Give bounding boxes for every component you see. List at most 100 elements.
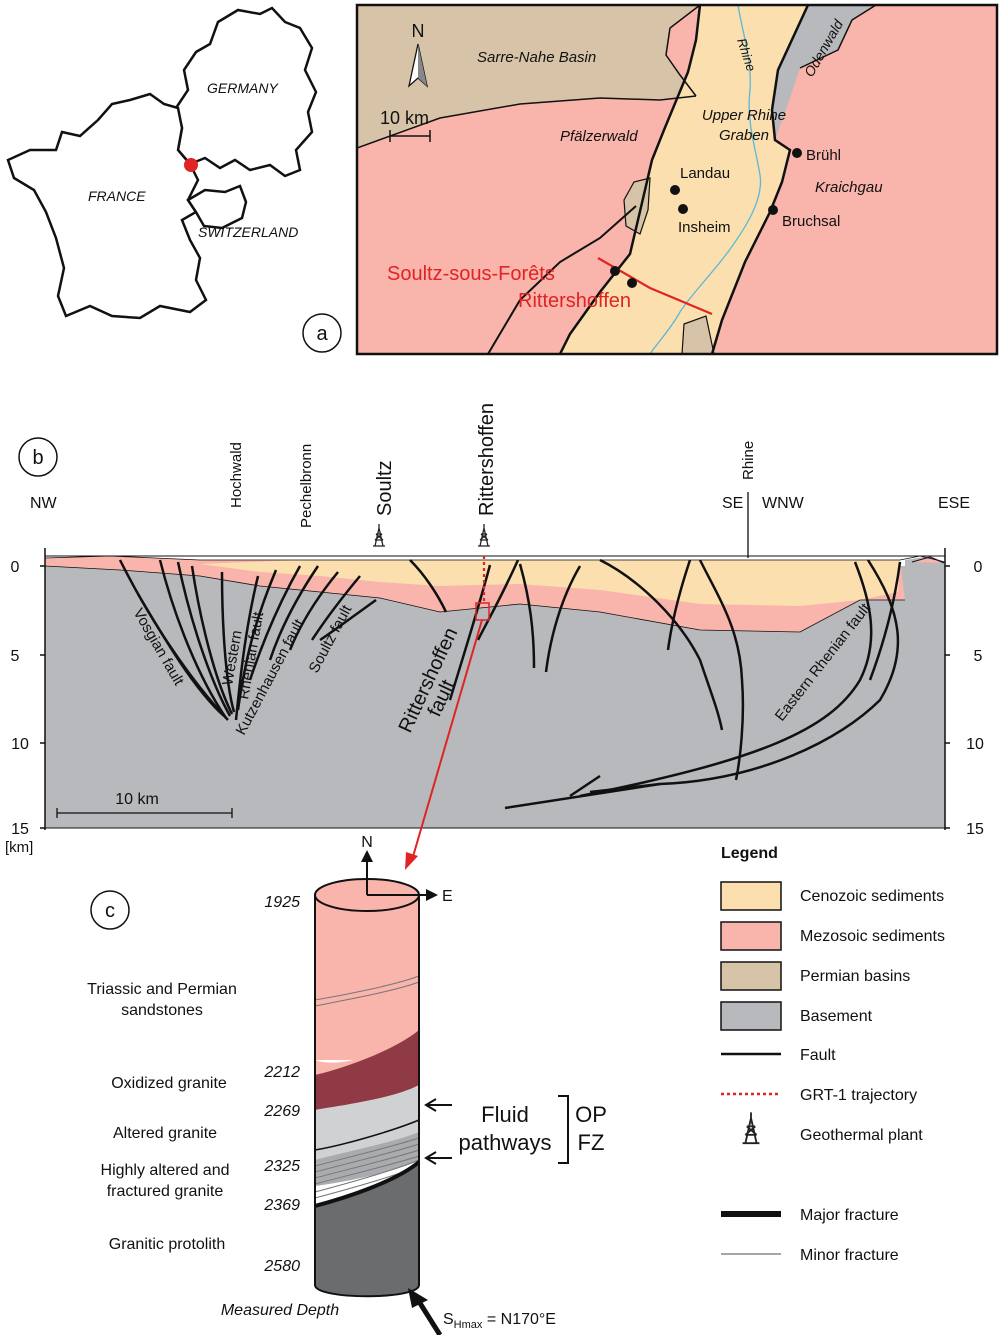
town-dot-bruchsal [768, 205, 778, 215]
rhine-river [649, 5, 762, 354]
legend-item-fault: Fault [800, 1047, 836, 1064]
panel-a-badge [302, 313, 342, 353]
hochwald-label: Hochwald [228, 442, 245, 508]
legend-swatch-permian [720, 961, 782, 991]
graben-label-line1: Upper Rhine [702, 107, 786, 124]
depth-right-10: 10 [966, 736, 984, 753]
stress-label: SHmax = N170°E [443, 1311, 556, 1331]
zoom-box [475, 602, 490, 621]
unit-highly-line1: Highly altered and [101, 1162, 230, 1179]
panel-c-label: c [105, 900, 115, 922]
france-outline [6, 92, 208, 320]
ese-label: ESE [938, 495, 970, 512]
legend-item-basement: Basement [800, 1008, 873, 1025]
town-bruchsal: Bruchsal [782, 213, 840, 230]
rittershoffen-plant-icon [477, 523, 491, 547]
unit-protolith: Granitic protolith [109, 1236, 226, 1253]
rhine-top-label: Rhine [740, 441, 757, 480]
depth-right-0: 0 [974, 559, 983, 576]
granitic-protolith-unit [315, 1160, 419, 1297]
panel-a-label: a [316, 323, 328, 345]
panel-b: b NW SE WNW ESE Hochwald Pechelbronn Sou… [5, 403, 984, 870]
unit-triassic-line2: sandstones [121, 1002, 203, 1019]
legend-item-minor: Minor fracture [800, 1247, 899, 1264]
op-label: OP [575, 1102, 607, 1127]
map-contact-2 [665, 5, 701, 97]
panel-a: GERMANY FRANCE SWITZERLAND a [6, 6, 342, 353]
eastern-border-fault [710, 5, 810, 354]
legend-item-plant: Geothermal plant [800, 1127, 923, 1144]
depth-1925: 1925 [264, 894, 300, 911]
site-dot-rittershoffen [627, 278, 637, 288]
soultz-plant-icon [372, 523, 386, 547]
switzerland-label: SWITZERLAND [198, 224, 298, 240]
fz-label: FZ [578, 1130, 605, 1155]
section-faults [118, 558, 902, 810]
site-rittershoffen-label: Rittershoffen [518, 290, 631, 312]
depth-right-5: 5 [974, 648, 983, 665]
town-dot-landau [670, 185, 680, 195]
town-bruhl: Brühl [806, 147, 841, 164]
fluid-arrow-2 [424, 1151, 452, 1165]
depth-2325: 2325 [263, 1158, 300, 1175]
sarre-nahe-label: Sarre-Nahe Basin [477, 49, 596, 66]
legend-item-cenozoic: Cenozoic sediments [800, 888, 944, 905]
depth-axes [40, 548, 950, 830]
regional-map: N 10 km Sarre-Nahe Basin Odenwald Rhine … [355, 3, 999, 356]
soultz-top-label: Soultz [374, 460, 396, 516]
legend-item-permian: Permian basins [800, 968, 910, 985]
pfalzerwald-label: Pfälzerwald [560, 128, 638, 145]
fluid-line2: pathways [459, 1130, 552, 1155]
legend-title: Legend [721, 845, 778, 862]
map-scale-bar [389, 130, 431, 142]
fluid-line1: Fluid [481, 1102, 529, 1127]
map-contact-3 [799, 5, 877, 69]
germany-label: GERMANY [207, 80, 279, 96]
unit-altered: Altered granite [113, 1125, 217, 1142]
oxidized-granite-unit [315, 1030, 419, 1110]
column-compass [366, 858, 430, 896]
fluid-bracket [558, 1095, 569, 1164]
depth-left-15: 15 [11, 821, 29, 838]
panel-c: c N E 1925 2212 2269 2 [87, 834, 607, 1335]
depth-unit: [km] [5, 839, 33, 856]
map-scale-label: 10 km [380, 108, 429, 128]
compass-n: N [361, 834, 373, 851]
major-fracture-line [314, 1160, 421, 1208]
panel-b-label: b [32, 447, 43, 469]
permian-outcrop-2 [681, 315, 715, 354]
graben-label-line2: Graben [719, 127, 769, 144]
legend: Legend Cenozoic sediments Mezosoic sedim… [720, 845, 945, 1264]
section-scale-bar [56, 808, 233, 818]
legend-geothermal-plant-icon [741, 1111, 761, 1145]
site-soultz-label: Soultz-sous-Forêts [387, 263, 555, 285]
east-basement-wedge [905, 556, 945, 600]
map-contact-1 [357, 95, 697, 149]
switzerland-outline [186, 184, 248, 230]
legend-item-mesozoic: Mezosoic sediments [800, 928, 945, 945]
panel-b-badge [18, 437, 58, 477]
kraichgau-label: Kraichgau [815, 179, 883, 196]
depth-left-0: 0 [11, 559, 20, 576]
measured-depth-label: Measured Depth [221, 1302, 339, 1319]
wnw-label: WNW [762, 495, 805, 512]
depth-left-10: 10 [11, 736, 29, 753]
fluid-arrow-1 [424, 1098, 452, 1112]
graben-fill [560, 5, 808, 354]
cenozoic-layer [200, 560, 900, 606]
basement-top [44, 565, 905, 633]
unit-highly-line2: fractured granite [107, 1183, 224, 1200]
sandstone-unit [315, 895, 419, 1060]
town-dot-insheim [678, 204, 688, 214]
sarre-nahe-basin [357, 5, 700, 148]
map-fault-1 [487, 205, 637, 354]
pechelbronn-label: Pechelbronn [298, 444, 315, 528]
rittershoffen-top-label: Rittershoffen [476, 403, 498, 516]
north-arrowhead-icon [361, 850, 373, 862]
odenwald-area [772, 5, 876, 140]
location-dot [184, 158, 198, 172]
north-label: N [412, 21, 425, 41]
town-landau: Landau [680, 165, 730, 182]
nw-label: NW [30, 495, 58, 512]
